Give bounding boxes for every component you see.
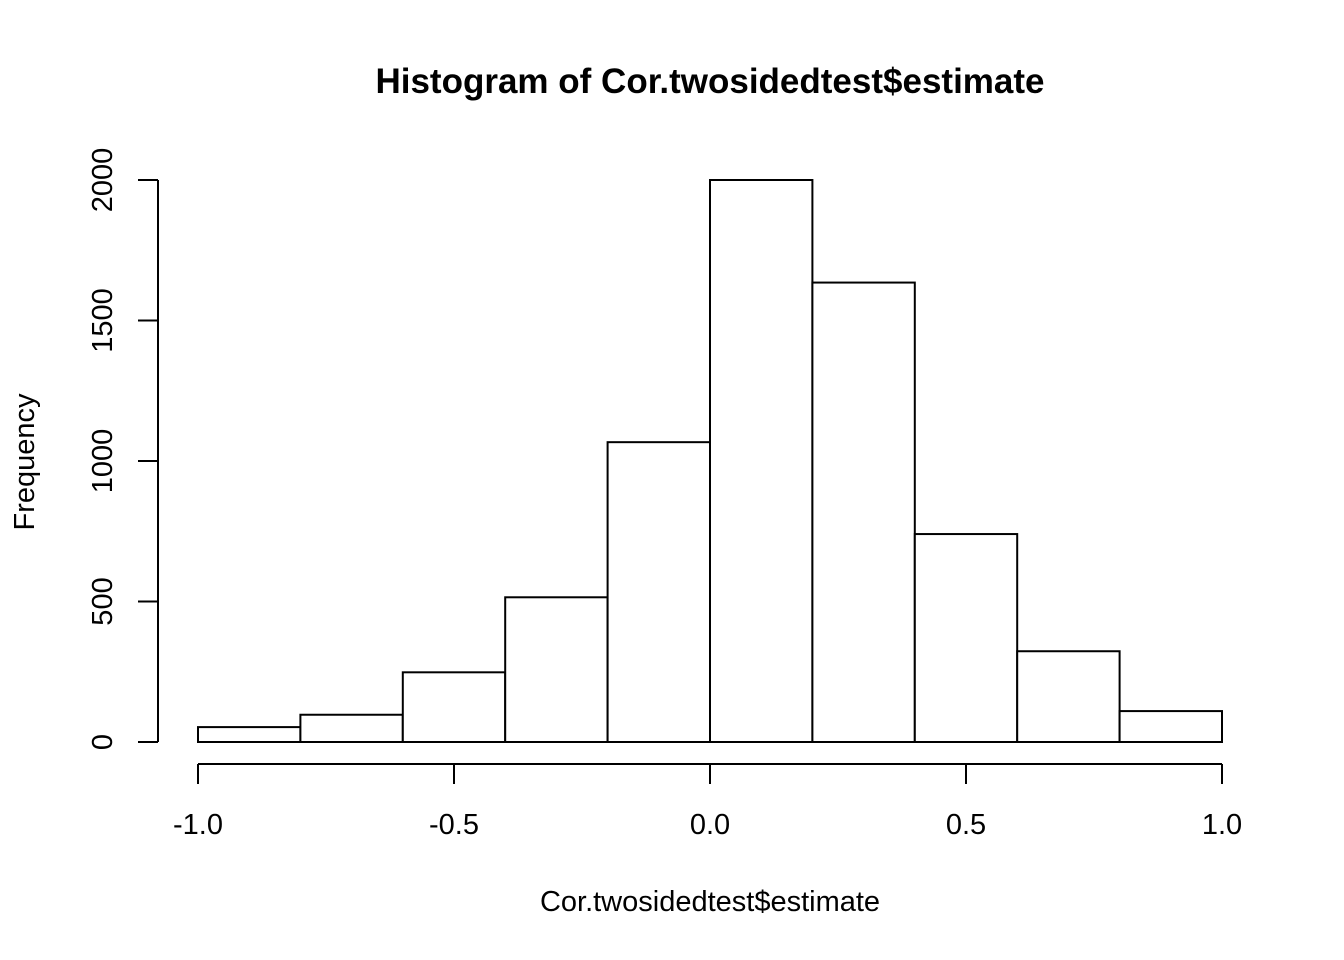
histogram-bar — [913, 533, 1019, 743]
histogram-bar — [606, 441, 711, 743]
x-axis: -1.0 -0.5 0.0 0.5 1.0 — [173, 763, 1242, 841]
histogram-bar — [197, 726, 302, 743]
y-axis: 0 500 1000 1500 2000 — [87, 148, 159, 750]
y-axis-label: Frequency — [9, 393, 41, 531]
x-tick-label: -1.0 — [173, 809, 223, 841]
x-tick-label: 0.5 — [946, 809, 986, 841]
histogram-bar — [504, 596, 609, 743]
y-tick-label: 2000 — [87, 148, 119, 213]
histogram-bar — [299, 713, 404, 743]
y-tick-label: 500 — [87, 577, 119, 625]
x-tick-label: 0.0 — [690, 809, 730, 841]
histogram-bar — [811, 281, 916, 743]
histogram-bar — [401, 671, 507, 744]
bars-group — [197, 179, 1223, 744]
x-axis-label: Cor.twosidedtest$estimate — [540, 886, 880, 918]
y-tick-label: 1500 — [87, 288, 119, 353]
y-tick-label: 0 — [87, 734, 119, 750]
x-tick-label: 1.0 — [1202, 809, 1242, 841]
histogram-bar — [1118, 710, 1223, 744]
histogram-bar — [1016, 650, 1121, 743]
y-tick-label: 1000 — [87, 429, 119, 494]
histogram-bar — [709, 179, 814, 743]
x-tick-label: -0.5 — [429, 809, 479, 841]
chart-title: Histogram of Cor.twosidedtest$estimate — [375, 62, 1044, 101]
